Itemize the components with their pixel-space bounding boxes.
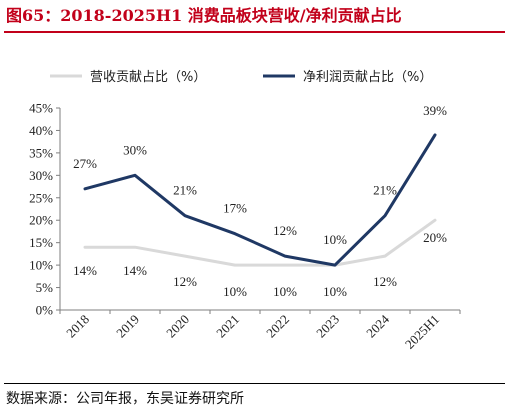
net-profit-share-line [83, 133, 437, 267]
x-tick-label: 2022 [263, 312, 292, 341]
title-divider [4, 31, 505, 33]
y-tick-label: 30% [29, 168, 53, 183]
revenue-data-label: 12% [173, 274, 197, 289]
x-tick-label: 2021 [213, 312, 242, 341]
source-note: 数据来源：公司年报，东吴证券研究所 [6, 391, 244, 407]
net-profit-data-label: 10% [323, 232, 347, 247]
revenue-data-label: 10% [223, 284, 247, 299]
x-tick-label: 2018 [63, 312, 92, 341]
figure-title: 图65：2018-2025H1 消费品板块营收/净利贡献占比 [6, 6, 402, 25]
revenue-data-label: 10% [273, 284, 297, 299]
legend-label-revenue: 营收贡献占比（%） [90, 70, 206, 85]
legend: 营收贡献占比（%） 净利润贡献占比（%） [50, 70, 432, 85]
revenue-share-line [83, 218, 437, 267]
y-tick-label: 0% [36, 303, 54, 318]
x-tick-label: 2019 [113, 312, 142, 341]
x-tick-label: 2023 [313, 312, 342, 341]
x-tick-label: 2024 [363, 311, 392, 340]
revenue-data-label: 14% [123, 263, 147, 278]
data-labels: 14% 14% 12% 10% 10% 10% 12% 20% 27% 30% 21% 17% 12% 1… [73, 103, 447, 299]
x-tick-label: 2025H1 [402, 312, 442, 352]
revenue-data-label: 20% [423, 230, 447, 245]
y-tick-label: 10% [29, 258, 53, 273]
source-divider [4, 383, 505, 384]
y-tick-label: 25% [29, 190, 53, 205]
axes: 0% 5% 10% 15% 20% 25% 30% 35% 40% 45% 2018 2019 2020… [29, 101, 461, 352]
y-tick-label: 40% [29, 123, 53, 138]
net-profit-data-label: 30% [123, 142, 147, 157]
y-tick-label: 15% [29, 235, 53, 250]
net-profit-data-label: 21% [173, 183, 197, 198]
net-profit-data-label: 39% [423, 103, 447, 118]
net-profit-data-label: 12% [273, 223, 297, 238]
line-chart: 营收贡献占比（%） 净利润贡献占比（%） 0% 5% 10% 15% 20% 25% 30%… [29, 70, 461, 352]
series-lines [83, 133, 437, 267]
revenue-data-label: 12% [373, 274, 397, 289]
y-tick-label: 20% [29, 213, 53, 228]
revenue-data-label: 10% [323, 284, 347, 299]
revenue-data-label: 14% [73, 263, 97, 278]
legend-label-net-profit: 净利润贡献占比（%） [303, 70, 432, 85]
y-tick-label: 45% [29, 101, 53, 116]
y-tick-label: 35% [29, 145, 53, 160]
x-tick-label: 2020 [163, 312, 192, 341]
net-profit-data-label: 27% [73, 156, 97, 171]
net-profit-data-label: 21% [373, 183, 397, 198]
y-tick-label: 5% [36, 280, 54, 295]
net-profit-data-label: 17% [223, 201, 247, 216]
